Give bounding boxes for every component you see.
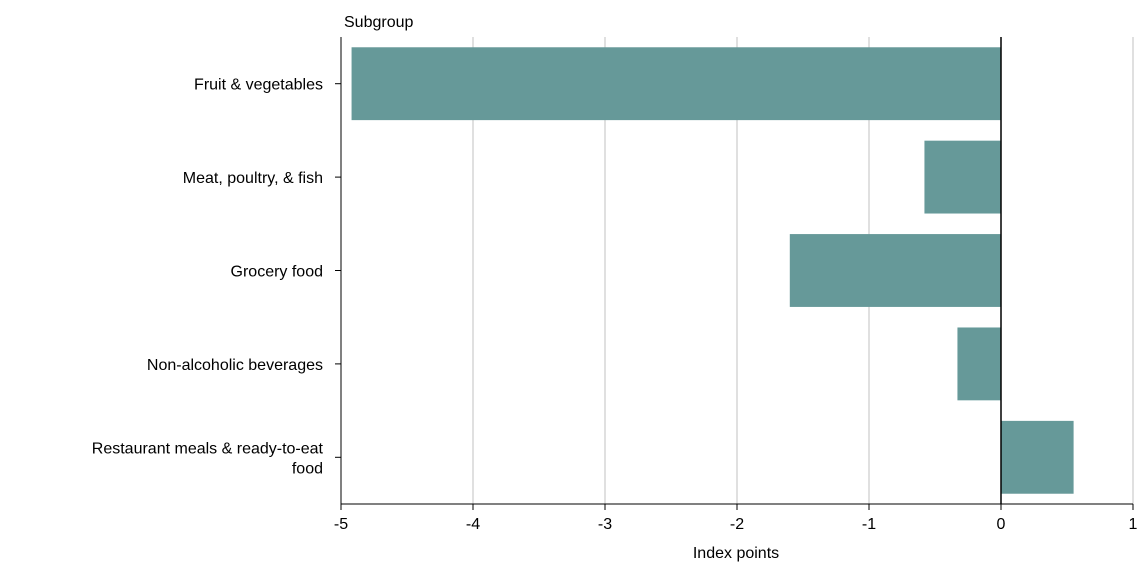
category-label: Non-alcoholic beverages: [147, 357, 323, 374]
x-tick-label: -5: [334, 516, 348, 533]
bar: [1001, 420, 1074, 494]
y-axis-title: Subgroup: [344, 14, 413, 31]
x-tick-label: -3: [598, 516, 612, 533]
x-axis-title: Index points: [693, 545, 779, 562]
bar: [789, 234, 1001, 307]
category-label: Fruit & vegetables: [194, 77, 323, 94]
bars: [351, 47, 1074, 494]
x-tick-label: 1: [1129, 516, 1138, 533]
category-label: Meat, poultry, & fish: [183, 170, 323, 187]
x-tick-label: -2: [730, 516, 744, 533]
bar: [924, 140, 1001, 214]
bar: [957, 327, 1001, 401]
x-tick-label: 0: [997, 516, 1006, 533]
x-tick-label: -1: [862, 516, 876, 533]
bar: [351, 47, 1001, 121]
category-label: Grocery food: [231, 264, 323, 281]
labels: -5 -4 -3 -2 -1 0 1 Fruit & vegetables Meat, poul…: [92, 77, 1138, 533]
x-tick-label: -4: [466, 516, 480, 533]
category-label: Restaurant meals & ready-to-eat food: [92, 440, 324, 477]
axes: [340, 37, 1133, 505]
